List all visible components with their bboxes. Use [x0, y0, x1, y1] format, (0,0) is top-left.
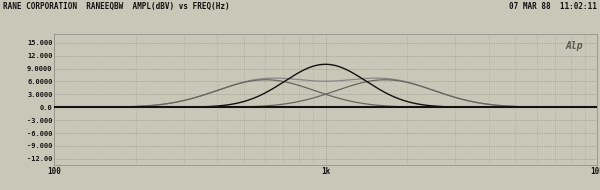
Text: Alp: Alp — [566, 41, 583, 51]
Text: 07 MAR 88  11:02:11: 07 MAR 88 11:02:11 — [509, 2, 597, 11]
Text: RANE CORPORATION  RANEEQBW  AMPL(dBV) vs FREQ(Hz): RANE CORPORATION RANEEQBW AMPL(dBV) vs F… — [3, 2, 230, 11]
